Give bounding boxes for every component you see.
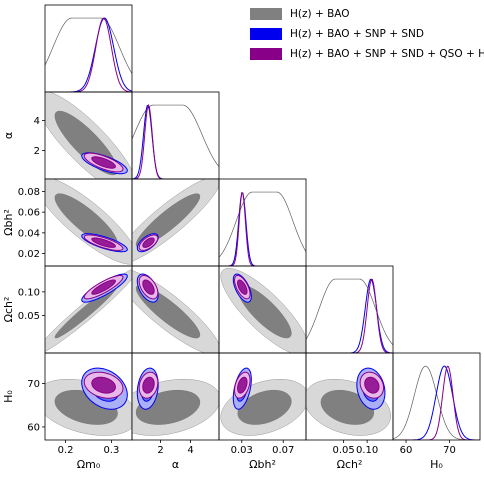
contour-1sigma-series-2 [91,376,116,394]
y-tick-label: 0.04 [18,228,40,239]
y-tick-label: 0.10 [18,287,40,298]
panel-frame [392,352,481,441]
marginal-alpha-series-1 [132,105,219,179]
marginal-och2-series-1 [306,278,393,353]
panel-obh2-h0 [220,367,306,436]
y-axis-label-h0: H₀ [2,390,15,403]
legend-label: H(z) + BAO + SNP + SND [290,28,424,40]
panel-obh2-och2 [220,268,306,353]
marginal-och2-series-2 [306,278,393,353]
contour-1sigma-series-2 [237,279,248,295]
y-tick-label: 0.06 [18,208,40,219]
panel-h0-h0 [393,365,480,440]
legend-entry-hz-bao: H(z) + BAO [250,5,484,23]
x-axis-label-h0: H₀ [430,458,443,471]
legend-entry-full: H(z) + BAO + SNP + SND + QSO + HIIG [250,45,484,63]
x-axis-label-obh2: Ωbh² [249,458,276,471]
contour-1sigma-series-2 [91,237,116,248]
x-tick-label: 0.05 [332,445,354,456]
panels-layer [44,4,481,441]
panel-alpha-och2 [132,270,219,353]
x-tick-label: 0.07 [272,445,294,456]
y-tick-label: 4 [34,116,40,127]
contour-1sigma-series-2 [237,376,248,394]
panel-och2-h0 [306,367,391,436]
x-tick-label: 4 [187,445,193,456]
contour-1sigma-series-2 [91,156,116,169]
y-tick-label: 0.05 [18,311,40,322]
y-tick-label: 2 [34,146,40,157]
panel-alpha-alpha [132,103,219,179]
marginal-obh2-series-1 [219,191,306,266]
y-tick-label: 0.02 [18,249,40,260]
contour-1sigma-series-2 [142,279,155,295]
marginal-om-series-1 [45,17,132,92]
panel-om-alpha [45,92,132,179]
legend: H(z) + BAO H(z) + BAO + SNP + SND H(z) +… [250,5,484,65]
panel-och2-och2 [306,278,393,353]
contour-1sigma-series-2 [142,237,155,248]
contour-1sigma-series-2 [91,279,116,295]
legend-label: H(z) + BAO [290,8,350,20]
legend-label: H(z) + BAO + SNP + SND + QSO + HIIG [290,48,484,60]
panel-alpha-obh2 [132,179,219,262]
panel-om-obh2 [45,179,132,265]
x-axis-label-om: Ωm₀ [77,458,101,471]
x-tick-label: 0.03 [231,445,253,456]
x-axis-label-och2: Ωch² [337,458,363,471]
contour-1sigma-series-2 [142,376,155,394]
x-tick-label: 0.3 [103,445,119,456]
marginal-obh2-series-2 [219,192,306,266]
panel-om-och2 [45,269,132,352]
marginal-obh2-series-0 [219,191,306,258]
y-axis-label-och2: Ωch² [2,297,15,323]
marginal-h0-series-2 [393,365,480,440]
panel-om-om [45,17,132,92]
panel-obh2-obh2 [219,191,306,266]
marginal-om-series-2 [45,17,132,92]
y-tick-label: 60 [27,422,40,433]
panel-alpha-h0 [132,367,219,436]
x-tick-label: 60 [400,445,413,456]
legend-swatch-blue [250,28,282,40]
legend-swatch-purple [250,48,282,60]
panel-om-h0 [45,367,132,436]
legend-swatch-gray [250,8,282,20]
contour-1sigma-series-2 [364,376,380,394]
y-axis-label-obh2: Ωbh² [2,209,15,236]
marginal-om-series-0 [45,17,132,74]
marginal-alpha-series-2 [132,103,219,179]
legend-entry-hz-bao-snp-snd: H(z) + BAO + SNP + SND [250,25,484,43]
x-tick-label: 2 [157,445,163,456]
marginal-h0-series-0 [393,365,480,440]
x-axis-label-alpha: α [172,458,179,471]
marginal-h0-series-1 [393,365,480,440]
x-tick-label: 0.10 [356,445,378,456]
y-axis-label-alpha: α [2,132,15,139]
y-tick-label: 0.08 [18,187,40,198]
marginal-och2-series-0 [306,278,393,346]
y-tick-label: 70 [27,379,40,390]
x-tick-label: 70 [443,445,456,456]
x-tick-label: 0.2 [58,445,74,456]
